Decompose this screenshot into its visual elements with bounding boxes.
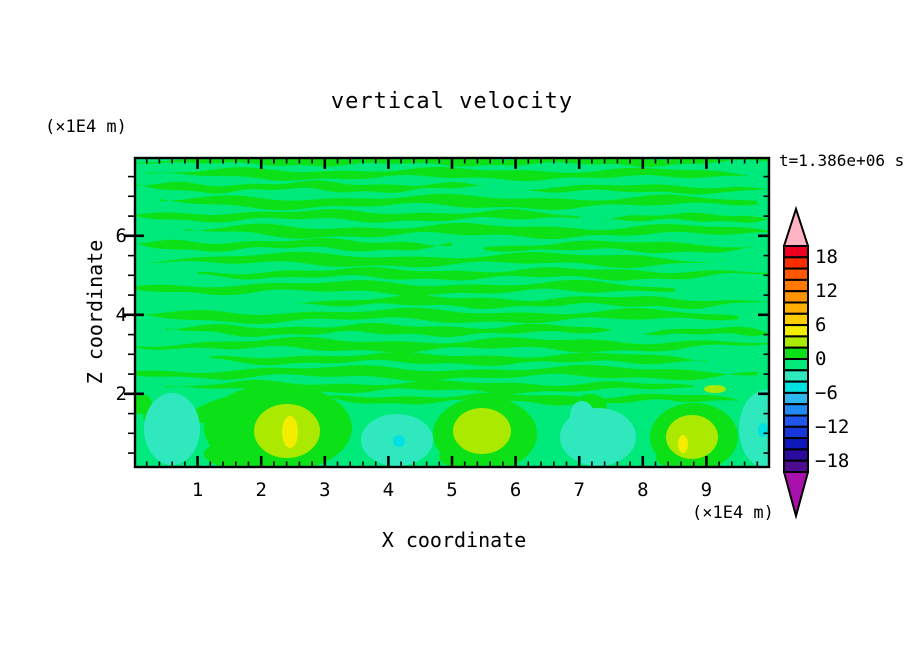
colorbar-label: 18 [815, 246, 838, 269]
x-axis-units-label: (×1E4 m) [692, 503, 774, 523]
time-annotation: t=1.386e+06 s [779, 151, 904, 170]
colorbar-label: −18 [815, 449, 850, 472]
plot-title: vertical velocity [330, 89, 574, 114]
colorbar-top-arrow [782, 205, 810, 247]
x-tick-label: 6 [509, 479, 522, 501]
colorbar [782, 205, 810, 520]
y-tick-label: 4 [115, 303, 127, 326]
x-tick-label: 7 [573, 479, 585, 501]
x-tick-label: 2 [255, 479, 267, 501]
x-tick-label: 3 [319, 479, 331, 501]
colorbar-label: −12 [815, 415, 850, 438]
x-tick-label: 5 [446, 479, 458, 501]
x-tick-label: 9 [700, 479, 713, 501]
colorbar-label: −6 [815, 381, 838, 404]
contour-plot [124, 156, 771, 469]
colorbar-label: 12 [815, 280, 838, 303]
colorbar-label: 6 [815, 314, 827, 337]
plot-border [133, 156, 771, 469]
x-axis-label: X coordinate [381, 528, 527, 552]
y-tick-label: 6 [115, 224, 127, 247]
x-tick-label: 1 [191, 479, 204, 501]
x-tick-label: 8 [637, 479, 649, 501]
y-tick-label: 2 [115, 382, 127, 405]
x-tick-label: 4 [382, 479, 395, 501]
colorbar-label: 0 [815, 348, 827, 370]
y-axis-units-label: (×1E4 m) [45, 117, 127, 137]
colorbar-bottom-arrow [782, 471, 810, 520]
